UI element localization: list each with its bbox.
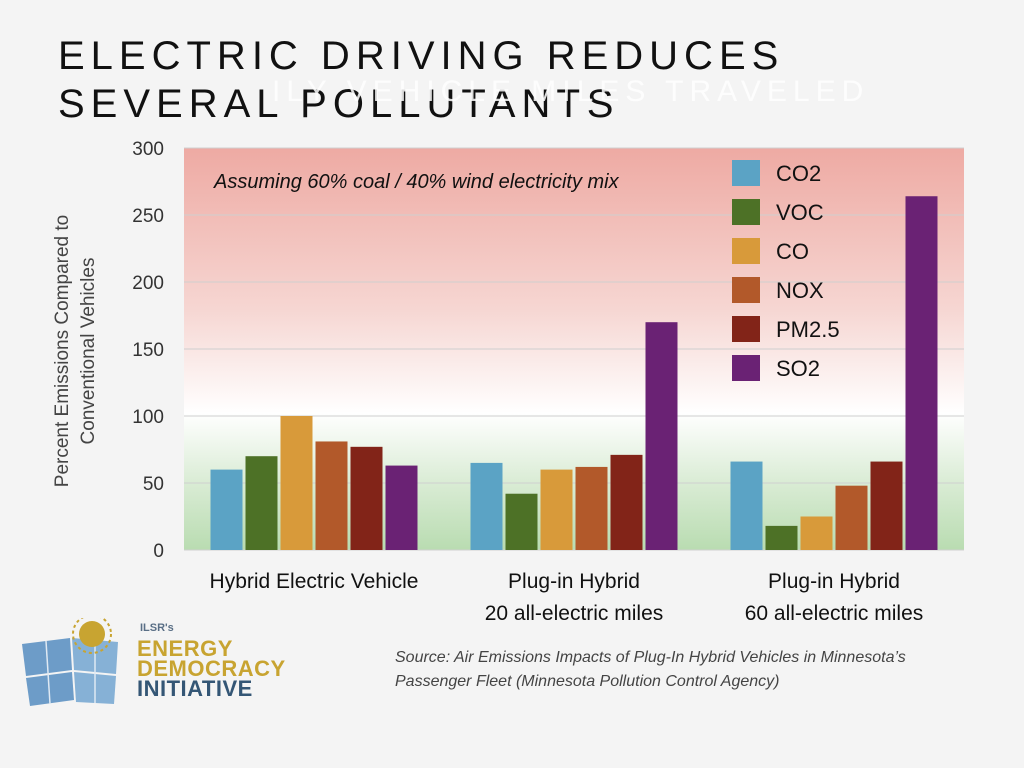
x-category-label: Plug-in Hybrid <box>768 570 900 593</box>
legend-swatch <box>732 355 760 381</box>
legend-swatch <box>732 160 760 186</box>
bar-co <box>800 516 833 550</box>
legend-swatch <box>732 277 760 303</box>
bar-voc <box>245 456 278 550</box>
y-tick-label: 100 <box>132 407 164 428</box>
legend-swatch <box>732 238 760 264</box>
y-tick-label: 50 <box>143 474 164 495</box>
x-category-label: 60 all-electric miles <box>745 602 924 625</box>
legend-label: VOC <box>776 200 824 225</box>
logo-line-initiative: INITIATIVE <box>137 676 253 701</box>
bar-co <box>280 416 313 550</box>
y-tick-label: 250 <box>132 206 164 227</box>
y-axis-label-line: Conventional Vehicles <box>78 258 99 445</box>
bar-voc <box>765 525 798 550</box>
chart-annotation: Assuming 60% coal / 40% wind electricity… <box>213 171 620 193</box>
bar-co2 <box>210 469 243 550</box>
solar-panel-icon <box>22 638 118 706</box>
legend: CO2 VOC CO NOX PM2.5 SO2 <box>732 160 840 381</box>
bar-so2 <box>905 196 938 551</box>
y-axis-label: Percent Emissions Compared to Conventiona… <box>52 215 99 487</box>
y-axis-label-line: Percent Emissions Compared to <box>52 215 73 487</box>
x-category-label: 20 all-electric miles <box>485 602 664 625</box>
logo-tagline: ILSR's <box>140 622 174 634</box>
logo-line-democracy: DEMOCRACY <box>137 656 286 681</box>
logo-line-energy: ENERGY <box>137 636 233 661</box>
legend-label: NOX <box>776 278 824 303</box>
bar-co2 <box>730 461 763 550</box>
bar-nox <box>835 485 868 550</box>
source-citation: Source: Air Emissions Impacts of Plug-In… <box>395 649 906 690</box>
y-tick-label: 0 <box>153 541 164 562</box>
bar-nox <box>575 466 608 550</box>
bar-voc <box>505 493 538 550</box>
bar-co <box>540 469 573 550</box>
legend-label: SO2 <box>776 356 820 381</box>
legend-label: PM2.5 <box>776 317 840 342</box>
x-category-label: Plug-in Hybrid <box>508 570 640 593</box>
x-category-label: Hybrid Electric Vehicle <box>210 570 419 593</box>
legend-label: CO <box>776 239 809 264</box>
sun-icon <box>72 618 112 654</box>
bar-pm25 <box>610 454 643 550</box>
ghost-subtitle: ILY VEHICLE MILES TRAVELED <box>272 75 870 108</box>
bar-pm25 <box>870 461 903 550</box>
bar-so2 <box>385 465 418 550</box>
bar-nox <box>315 441 348 550</box>
y-tick-label: 200 <box>132 273 164 294</box>
bar-co2 <box>470 462 503 550</box>
bar-pm25 <box>350 446 383 550</box>
energy-democracy-logo <box>22 618 118 706</box>
y-tick-label: 300 <box>132 139 164 160</box>
legend-label: CO2 <box>776 161 821 186</box>
legend-swatch <box>732 199 760 225</box>
bar-so2 <box>645 322 678 550</box>
legend-swatch <box>732 316 760 342</box>
slide-title: ELECTRIC DRIVING REDUCES SEVERAL POLLUTA… <box>58 34 785 126</box>
y-tick-label: 150 <box>132 340 164 361</box>
